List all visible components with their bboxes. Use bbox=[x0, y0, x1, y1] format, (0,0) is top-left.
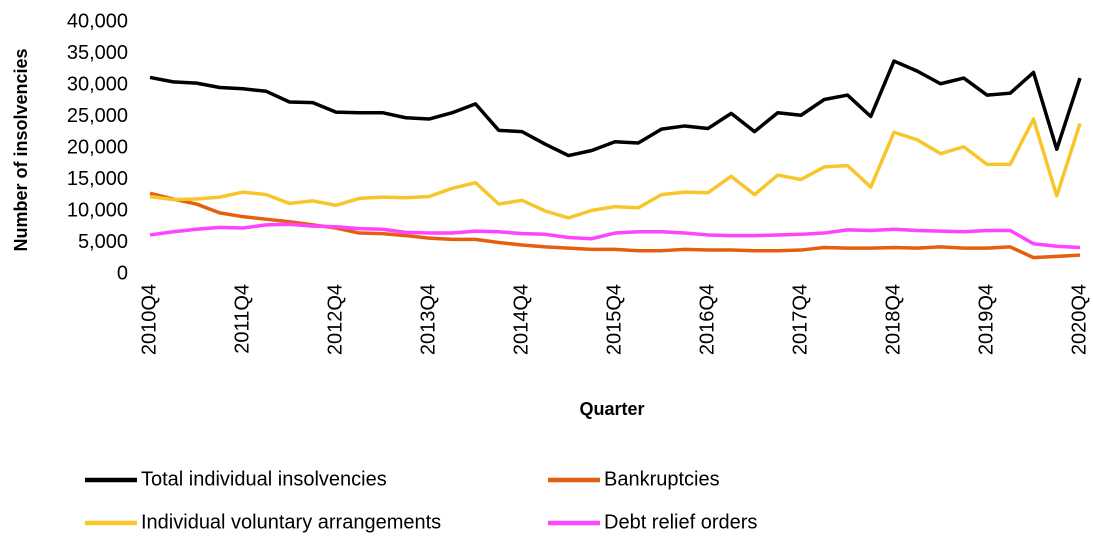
legend-label: Individual voluntary arrangements bbox=[141, 511, 441, 533]
x-axis-title: Quarter bbox=[579, 399, 644, 419]
series-line bbox=[149, 117, 1082, 220]
y-tick-label: 40,000 bbox=[67, 10, 128, 32]
x-tick-label: 2010Q4 bbox=[138, 284, 160, 355]
y-tick-label: 15,000 bbox=[67, 168, 128, 190]
x-tick-label: 2019Q4 bbox=[975, 284, 997, 355]
y-tick-label: 5,000 bbox=[78, 231, 128, 253]
y-tick-label: 0 bbox=[117, 262, 128, 284]
x-tick-label: 2017Q4 bbox=[789, 284, 811, 355]
x-tick-label: 2014Q4 bbox=[510, 284, 532, 355]
series-line bbox=[149, 222, 1081, 250]
y-tick-label: 20,000 bbox=[67, 136, 128, 158]
x-tick-label: 2020Q4 bbox=[1068, 284, 1090, 355]
x-tick-label: 2012Q4 bbox=[324, 284, 346, 355]
series-line bbox=[149, 59, 1082, 158]
x-tick-label: 2013Q4 bbox=[417, 284, 439, 355]
legend-label: Debt relief orders bbox=[604, 511, 757, 533]
legend-label: Total individual insolvencies bbox=[141, 468, 387, 490]
y-tick-label: 10,000 bbox=[67, 199, 128, 221]
x-tick-label: 2015Q4 bbox=[603, 284, 625, 355]
x-tick-label: 2011Q4 bbox=[231, 284, 253, 354]
y-tick-label: 30,000 bbox=[67, 73, 128, 95]
legend-label: Bankruptcies bbox=[604, 468, 720, 490]
y-axis-title: Number of insolvencies bbox=[11, 48, 31, 251]
y-tick-label: 35,000 bbox=[67, 42, 128, 64]
x-tick-label: 2018Q4 bbox=[882, 284, 904, 355]
y-tick-label: 25,000 bbox=[67, 105, 128, 127]
x-tick-label: 2016Q4 bbox=[696, 284, 718, 355]
